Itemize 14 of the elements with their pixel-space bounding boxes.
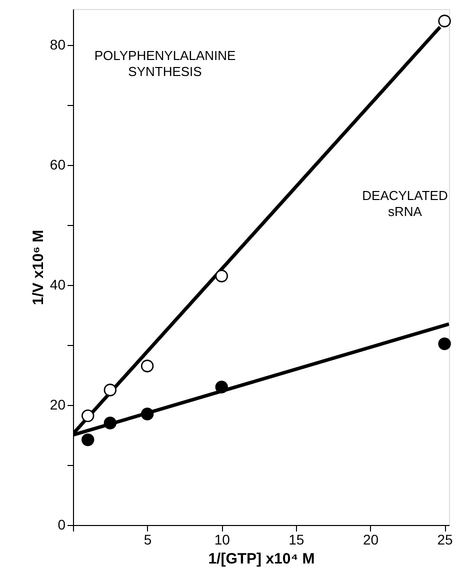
x-tick-label: 25 <box>437 532 454 548</box>
y-axis-title: 1/V x10⁶ M <box>30 230 47 306</box>
x-tick-label: 15 <box>288 532 304 548</box>
annotation: POLYPHENYLALANINE SYNTHESIS <box>94 48 236 79</box>
y-tick-label: 20 <box>50 396 66 412</box>
x-axis-title: 1/[GTP] x10⁴ M <box>208 550 315 568</box>
annotation: DEACYLATED sRNA <box>362 188 448 219</box>
x-tick-label: 10 <box>214 532 230 548</box>
x-tick-label: 5 <box>144 532 152 548</box>
x-tick-label: 20 <box>362 532 379 548</box>
y-tick-label: 80 <box>50 36 66 52</box>
y-tick-label: 40 <box>50 276 66 292</box>
y-tick-label: 0 <box>58 516 66 532</box>
y-tick-label: 60 <box>50 156 66 172</box>
